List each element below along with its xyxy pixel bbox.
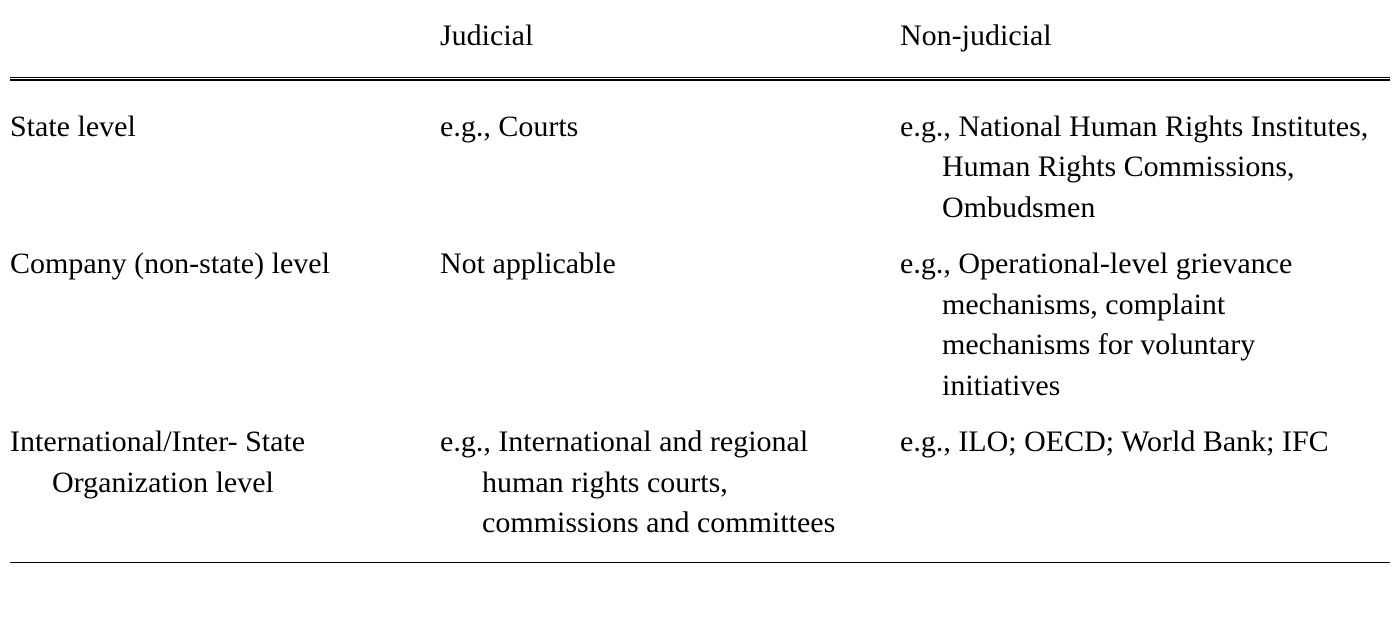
table-row: State level e.g., Courts e.g., National … (10, 81, 1390, 237)
cell-text: e.g., ILO; OECD; World Bank; IFC (900, 422, 1370, 463)
header-judicial: Judicial (440, 0, 900, 78)
cell-text: e.g., Courts (440, 107, 880, 148)
header-blank (10, 0, 440, 78)
header-row: Judicial Non-judicial (10, 0, 1390, 78)
cell-level: International/Inter- State Organization … (10, 414, 440, 562)
cell-text: Company (non-state) level (10, 244, 420, 285)
bottom-rule (10, 562, 1390, 563)
cell-judicial: e.g., Courts (440, 81, 900, 237)
cell-text: State level (10, 107, 420, 148)
cell-judicial: Not applicable (440, 236, 900, 414)
cell-text: e.g., National Human Rights Institutes, … (900, 107, 1370, 229)
cell-non-judicial: e.g., National Human Rights Institutes, … (900, 81, 1390, 237)
cell-text: e.g., International and regional human r… (440, 422, 880, 544)
header-non-judicial: Non-judicial (900, 0, 1390, 78)
remedy-table: Judicial Non-judicial State level e.g., … (10, 0, 1390, 563)
cell-level: State level (10, 81, 440, 237)
cell-level: Company (non-state) level (10, 236, 440, 414)
cell-judicial: e.g., International and regional human r… (440, 414, 900, 562)
cell-non-judicial: e.g., Operational-level grievance mechan… (900, 236, 1390, 414)
cell-text: Not applicable (440, 244, 880, 285)
cell-text: e.g., Operational-level grievance mechan… (900, 244, 1370, 406)
cell-non-judicial: e.g., ILO; OECD; World Bank; IFC (900, 414, 1390, 562)
table-container: Judicial Non-judicial State level e.g., … (0, 0, 1400, 563)
table-row: International/Inter- State Organization … (10, 414, 1390, 562)
cell-text: International/Inter- State Organization … (10, 422, 420, 503)
table-row: Company (non-state) level Not applicable… (10, 236, 1390, 414)
